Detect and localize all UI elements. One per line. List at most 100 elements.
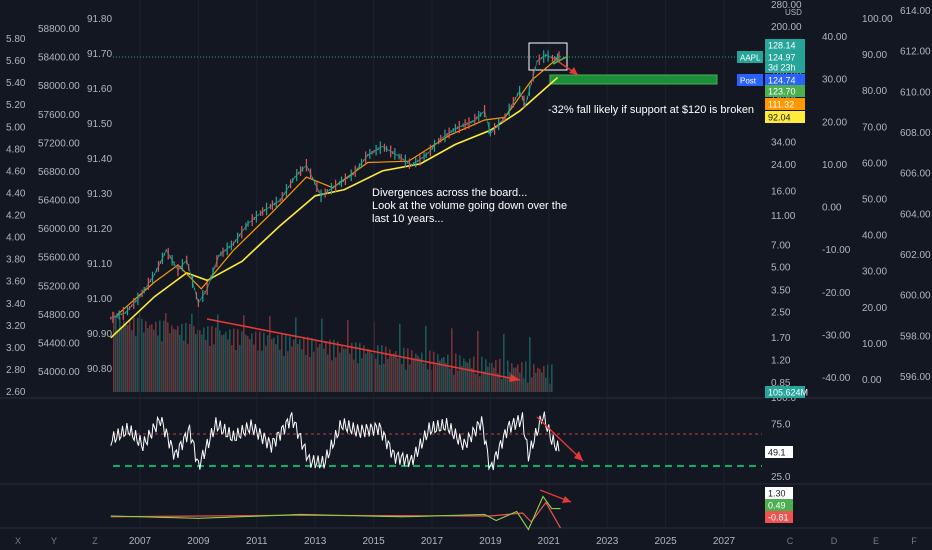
volume-bar bbox=[423, 363, 425, 392]
volume-bar bbox=[237, 329, 239, 392]
volume-bar bbox=[433, 351, 435, 392]
volume-bar bbox=[411, 350, 413, 392]
rsi-value-tag[interactable] bbox=[765, 446, 793, 458]
price-tag-value: 124.97 bbox=[768, 53, 796, 63]
volume-bar bbox=[293, 339, 295, 392]
volume-bar bbox=[215, 327, 217, 392]
axis-col-1-tick: 3.40 bbox=[6, 299, 26, 310]
axis-button-x: X bbox=[15, 536, 21, 546]
axis-col-1-tick: 4.40 bbox=[6, 188, 26, 199]
volume-bar bbox=[261, 350, 263, 392]
rsi-series bbox=[110, 411, 560, 471]
volume-bar bbox=[537, 367, 539, 392]
volume-bar bbox=[467, 362, 469, 392]
volume-bar bbox=[403, 347, 405, 392]
volume-bar bbox=[539, 368, 541, 392]
volume-bar bbox=[383, 363, 385, 392]
rsi-tick-label: 100.0 bbox=[771, 393, 796, 404]
price-tag-label-box[interactable] bbox=[737, 74, 763, 86]
volume-bar bbox=[415, 353, 417, 392]
axis-col-1-tick: 4.00 bbox=[6, 233, 26, 244]
volume-bar bbox=[391, 354, 393, 392]
volume-bar bbox=[189, 323, 191, 392]
price-tag-value: 3d 23h bbox=[768, 63, 796, 73]
volume-divergence-arrow[interactable] bbox=[206, 318, 521, 381]
volume-bar bbox=[435, 365, 437, 392]
axis-col-2-tick: 55600.00 bbox=[38, 253, 80, 264]
volume-bar bbox=[483, 371, 485, 392]
volume-bar bbox=[151, 324, 153, 392]
volume-bar bbox=[477, 330, 479, 392]
axis-col-6-tick: 80.00 bbox=[862, 86, 887, 97]
x-tick-label: 2009 bbox=[187, 536, 210, 547]
volume-bar bbox=[507, 360, 509, 392]
axis-col-3-tick: 91.80 bbox=[87, 14, 112, 25]
axis-col-3-tick: 91.50 bbox=[87, 119, 112, 130]
volume-bar bbox=[395, 350, 397, 392]
price-tag[interactable] bbox=[765, 61, 805, 73]
x-tick-label: 2021 bbox=[538, 536, 561, 547]
axis-col-2-tick: 54400.00 bbox=[38, 338, 80, 349]
volume-bar bbox=[245, 334, 247, 392]
price-tick-label: 16.00 bbox=[771, 187, 796, 198]
volume-bar bbox=[319, 343, 321, 392]
axis-col-6-tick: 100.00 bbox=[862, 14, 893, 25]
volume-bar bbox=[187, 343, 189, 392]
price-tag[interactable] bbox=[765, 39, 805, 51]
oscillator-series bbox=[110, 495, 562, 531]
x-tick-label: 2025 bbox=[654, 536, 677, 547]
axis-col-2-tick: 58800.00 bbox=[38, 24, 80, 35]
osc-value-tag[interactable] bbox=[765, 487, 793, 499]
volume-bar bbox=[347, 320, 349, 392]
volume-bar bbox=[201, 334, 203, 392]
volume-bar bbox=[329, 339, 331, 392]
volume-bar bbox=[473, 356, 475, 392]
price-line bbox=[110, 54, 561, 319]
axis-col-5-tick: -40.00 bbox=[822, 373, 851, 384]
volume-bar bbox=[233, 328, 235, 392]
price-tag[interactable] bbox=[765, 98, 805, 110]
volume-bar bbox=[183, 340, 185, 392]
axis-col-1-tick: 3.60 bbox=[6, 277, 26, 288]
price-tag[interactable] bbox=[765, 386, 805, 398]
price-tag[interactable] bbox=[765, 85, 805, 97]
osc-value-tag[interactable] bbox=[765, 499, 793, 511]
osc-value-tag[interactable] bbox=[765, 511, 793, 523]
top-green-trendline[interactable] bbox=[552, 55, 569, 65]
axis-col-1-tick: 3.80 bbox=[6, 255, 26, 266]
price-tag[interactable] bbox=[765, 111, 805, 123]
volume-bar bbox=[125, 322, 127, 392]
support-zone[interactable] bbox=[549, 74, 718, 85]
volume-bar bbox=[495, 360, 497, 392]
axis-col-5-tick: -10.00 bbox=[822, 245, 851, 256]
volume-bar bbox=[247, 336, 249, 392]
volume-bar bbox=[407, 348, 409, 392]
axis-col-5-tick: -30.00 bbox=[822, 330, 851, 341]
axis-col-1-tick: 5.80 bbox=[6, 34, 26, 45]
volume-bar bbox=[529, 337, 531, 392]
volume-bar bbox=[363, 345, 365, 392]
volume-bar bbox=[419, 358, 421, 392]
volume-bar bbox=[409, 364, 411, 392]
price-tag[interactable] bbox=[765, 74, 805, 86]
volume-bar bbox=[243, 315, 245, 392]
volume-bar bbox=[331, 360, 333, 392]
price-tag[interactable] bbox=[765, 51, 805, 63]
volume-bar bbox=[421, 352, 423, 392]
axis-col-7-tick: 614.00 bbox=[900, 6, 931, 17]
volume-bar bbox=[195, 334, 197, 392]
volume-bar bbox=[437, 354, 439, 392]
volume-bar bbox=[205, 340, 207, 392]
volume-bar bbox=[379, 364, 381, 392]
volume-bar bbox=[369, 349, 371, 392]
volume-bar bbox=[535, 372, 537, 392]
volume-bar bbox=[217, 314, 219, 392]
axis-col-3-tick: 90.90 bbox=[87, 329, 112, 340]
price-tag-label-box[interactable] bbox=[737, 51, 763, 63]
volume-bar bbox=[457, 370, 459, 392]
rsi-divergence-arrow[interactable] bbox=[536, 416, 584, 462]
volume-bar bbox=[459, 355, 461, 392]
volume-bar bbox=[447, 354, 449, 392]
divergence-annotation-3: last 10 years... bbox=[372, 213, 444, 225]
